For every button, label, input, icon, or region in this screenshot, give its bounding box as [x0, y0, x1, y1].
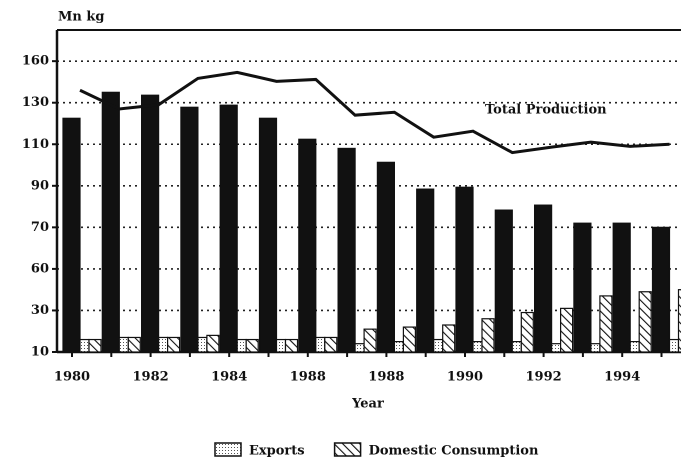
legend-swatch — [214, 442, 242, 457]
x-tick-label: 1988 — [368, 370, 404, 385]
bar — [376, 161, 395, 353]
bar — [533, 204, 553, 353]
bar — [118, 336, 129, 353]
bar — [141, 94, 160, 353]
x-tick-label: 1988 — [290, 370, 326, 385]
bar — [337, 147, 356, 353]
x-tick-label: 1980 — [54, 370, 90, 385]
bar — [442, 324, 456, 353]
y-tick-label: 130 — [22, 95, 49, 110]
bar — [559, 307, 574, 353]
bar — [668, 338, 680, 353]
bar — [599, 295, 613, 353]
x-tick-label: 1982 — [133, 370, 169, 385]
bar — [677, 289, 681, 353]
bar — [315, 336, 326, 353]
bar — [127, 336, 141, 353]
bar — [520, 311, 534, 353]
bar — [206, 334, 220, 353]
bar — [245, 338, 259, 353]
bar — [416, 188, 435, 353]
bar — [79, 338, 90, 353]
y-tick-label: 160 — [22, 54, 49, 69]
bar — [481, 318, 495, 353]
y-tick-label: 110 — [22, 137, 49, 152]
x-tick-label: 1994 — [604, 370, 640, 385]
bar — [638, 291, 652, 353]
y-tick-label: 70 — [31, 220, 49, 235]
bar — [101, 91, 120, 353]
bar — [402, 326, 416, 353]
bar — [629, 341, 640, 353]
legend-label: Exports — [249, 444, 305, 459]
bar — [393, 341, 404, 353]
bar — [167, 336, 181, 353]
line-annotation: Total Production — [485, 103, 607, 118]
bar — [275, 338, 287, 353]
bar — [363, 328, 377, 353]
bar — [284, 338, 299, 353]
bar — [88, 338, 102, 353]
bar — [324, 336, 338, 353]
y-axis-label: Mn kg — [58, 10, 104, 25]
bar — [298, 138, 317, 353]
bar — [472, 341, 483, 353]
bar — [180, 106, 199, 353]
y-tick-label: 90 — [31, 178, 49, 193]
bar — [651, 226, 671, 353]
bar — [455, 186, 474, 353]
bar — [236, 338, 247, 353]
bar — [354, 343, 365, 353]
bar — [550, 343, 562, 353]
bar — [197, 336, 208, 353]
y-tick-label: 60 — [31, 261, 49, 276]
bar — [612, 222, 631, 353]
bar — [219, 104, 238, 353]
legend-label: Domestic Consumption — [369, 444, 539, 459]
bar — [62, 117, 81, 353]
legend-swatch — [333, 442, 362, 457]
x-tick-label: 1984 — [211, 370, 247, 385]
total-production-line — [79, 70, 670, 155]
bar — [258, 117, 278, 353]
y-tick-label: 30 — [31, 303, 49, 318]
x-axis-label: Year — [351, 397, 384, 412]
bar — [590, 343, 601, 353]
bar — [158, 336, 169, 353]
x-tick-label: 1990 — [447, 370, 483, 385]
bar — [573, 222, 592, 353]
x-tick-label: 1992 — [526, 370, 562, 385]
y-tick-label: 10 — [31, 345, 49, 360]
bar — [511, 341, 522, 353]
bar — [433, 338, 444, 353]
bar — [494, 209, 513, 353]
